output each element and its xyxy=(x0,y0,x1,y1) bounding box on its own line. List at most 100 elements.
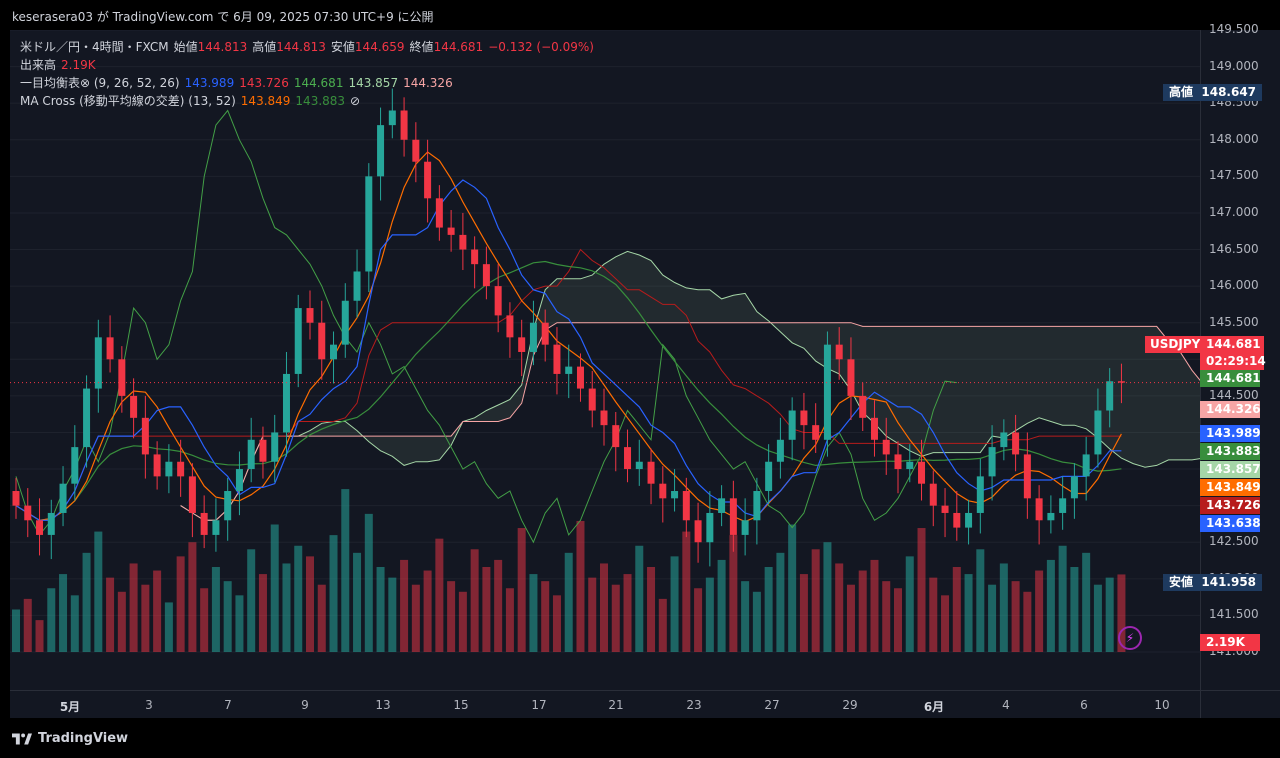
publish-text: keserasera03 が TradingView.com で 6月 09, … xyxy=(12,10,434,24)
candle-body xyxy=(435,198,443,228)
price-tick-label: 141.500 xyxy=(1209,607,1259,622)
candle-body xyxy=(318,322,326,360)
volume-bar xyxy=(294,545,303,652)
time-tick-label: 10 xyxy=(1154,698,1170,712)
candle-body xyxy=(682,491,690,521)
candle-body xyxy=(659,483,667,499)
candle-body xyxy=(635,461,643,470)
candle-body xyxy=(94,337,102,389)
legend-macross-row[interactable]: MA Cross (移動平均線の交差) (13, 52) 143.849 143… xyxy=(20,92,594,110)
candle-body xyxy=(47,512,55,535)
price-tick-label: 148.000 xyxy=(1209,131,1259,146)
candle-body xyxy=(247,439,255,470)
legend-ichimoku-row[interactable]: 一目均衡表⊗ (9, 26, 52, 26) 143.989 143.726 1… xyxy=(20,74,594,92)
candle-body xyxy=(765,461,773,492)
volume-bar xyxy=(1023,591,1032,652)
candle-body xyxy=(447,227,455,235)
volume-bar xyxy=(541,581,550,652)
time-tick-label: 7 xyxy=(224,698,232,712)
time-tick-label: 13 xyxy=(375,698,391,712)
candle-body xyxy=(812,425,820,440)
volume-bar xyxy=(552,595,561,652)
volume-bar xyxy=(752,591,761,652)
candle-body xyxy=(471,249,479,265)
high-marker-value: 148.647 xyxy=(1201,85,1257,100)
candle-body xyxy=(706,512,714,543)
volume-bar xyxy=(988,584,997,652)
volume-bar xyxy=(306,556,314,652)
candle-body xyxy=(847,359,855,396)
candle-body xyxy=(624,447,632,470)
price-tick-label: 146.000 xyxy=(1209,278,1259,293)
candle-body xyxy=(71,447,79,484)
candle-body xyxy=(976,476,984,513)
chart-legend: 米ドル／円・4時間・FXCM 始値144.813 高値144.813 安値144… xyxy=(20,38,594,110)
price-chart[interactable] xyxy=(10,30,1200,690)
candle-body xyxy=(118,359,126,396)
time-tick-label: 15 xyxy=(453,698,469,712)
time-tick-label: 27 xyxy=(764,698,780,712)
candle-body xyxy=(424,161,432,199)
candle-body xyxy=(306,308,314,323)
volume-bar xyxy=(799,574,808,652)
candle-body xyxy=(200,512,208,535)
ichimoku-kijun-value: 143.726 xyxy=(239,76,289,90)
volume-bar xyxy=(129,563,138,652)
price-tick-label: 149.000 xyxy=(1209,58,1259,73)
candle-body xyxy=(353,271,361,301)
time-tick-label: 21 xyxy=(608,698,624,712)
volume-bar xyxy=(364,513,373,652)
volume-bar xyxy=(235,595,244,652)
volume-bar xyxy=(1035,570,1044,652)
macross-fast-value: 143.849 xyxy=(240,94,291,108)
macross-hidden-icon[interactable]: ⊘ xyxy=(350,94,361,108)
candle-body xyxy=(1000,432,1008,448)
senkou-span-b-line xyxy=(180,322,1200,521)
volume-price-tag: 2.19K xyxy=(1200,634,1260,651)
volume-bar xyxy=(317,584,326,652)
last-price-value: 144.681 xyxy=(1206,337,1261,351)
candle-body xyxy=(823,344,831,440)
volume-bar xyxy=(153,570,162,652)
candle-body xyxy=(894,454,902,470)
chikou-price-label: 144.681 xyxy=(1200,370,1261,387)
symbol-label[interactable]: 米ドル／円・4時間・FXCM xyxy=(20,40,169,54)
candle-body xyxy=(400,110,408,140)
footer: TradingView xyxy=(0,718,1280,758)
ichimoku-spanB-value: 144.326 xyxy=(403,76,453,90)
candle-body xyxy=(24,505,32,521)
volume-bar xyxy=(353,552,362,652)
volume-bar xyxy=(12,609,20,652)
candle-body xyxy=(988,447,996,477)
candle-body xyxy=(282,373,290,433)
candle-body xyxy=(929,483,937,506)
time-axis[interactable]: 5月 3 7 9 13 15 17 21 23 27 29 6月 4 6 10 xyxy=(10,690,1200,718)
candle-body xyxy=(388,110,396,126)
candle-body xyxy=(565,366,573,374)
volume-bar xyxy=(447,581,456,652)
kumo-cloud xyxy=(180,251,1200,521)
candle-body xyxy=(188,476,196,513)
kijun-sen-line xyxy=(15,248,1122,521)
legend-volume-row[interactable]: 出来高 2.19K xyxy=(20,56,594,74)
time-tick-label: 4 xyxy=(1002,698,1010,712)
volume-bar xyxy=(188,542,197,652)
candle-body xyxy=(506,315,514,338)
price-tick-label: 146.500 xyxy=(1209,241,1259,256)
flash-alert-icon[interactable]: ⚡ xyxy=(1118,626,1142,650)
time-tick-label: 23 xyxy=(686,698,702,712)
volume-bar xyxy=(647,567,656,652)
candle-body xyxy=(36,520,44,535)
candle-body xyxy=(1035,498,1043,521)
volume-bar xyxy=(141,584,150,652)
candle-body xyxy=(518,337,526,352)
volume-bar xyxy=(941,595,950,652)
volume-bar xyxy=(482,567,491,652)
candle-body xyxy=(412,139,420,162)
macross-label: MA Cross (移動平均線の交差) (13, 52) xyxy=(20,94,236,108)
volume-bar xyxy=(717,559,726,652)
candle-body xyxy=(12,491,20,506)
tradingview-logo[interactable]: TradingView xyxy=(12,731,128,746)
volume-bar xyxy=(258,574,267,652)
macross-slow-value: 143.883 xyxy=(295,94,346,108)
